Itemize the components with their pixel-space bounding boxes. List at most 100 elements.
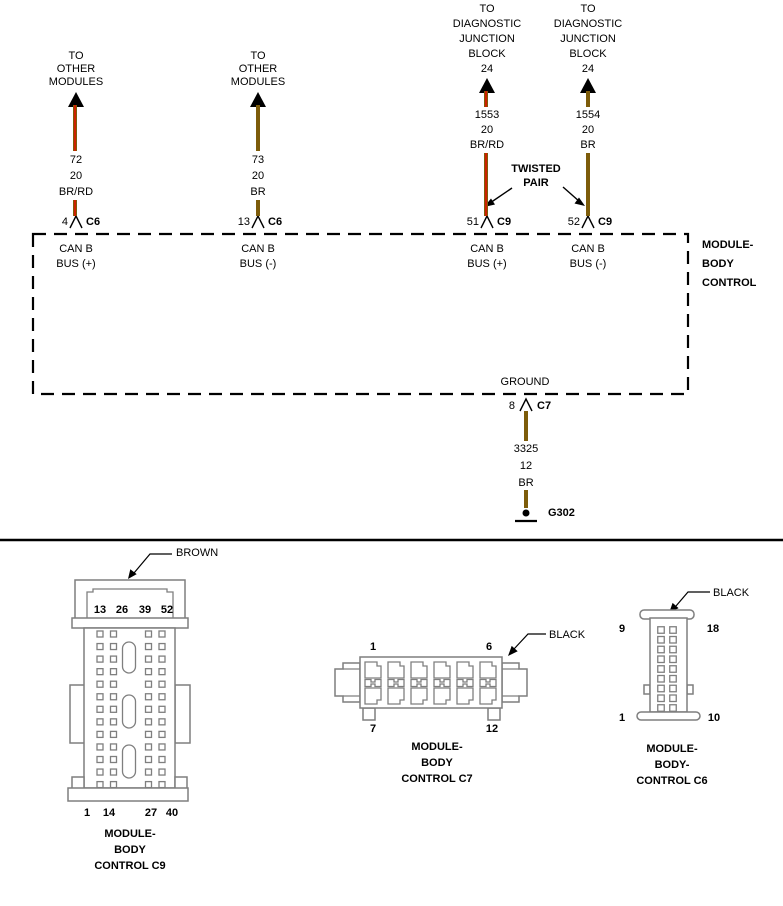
pin-cavity — [96, 655, 104, 663]
pin-cavity — [96, 755, 104, 764]
pin-cavity — [669, 655, 677, 664]
c7-name-label: MODULE- BODY CONTROL C7 — [401, 741, 473, 785]
c9-color-label: BROWN — [176, 547, 219, 559]
connector-c7-drawing: 1 6 7 12 — [334, 633, 546, 735]
terminal-cavity — [364, 661, 382, 679]
wire1-connector-ref: C6 — [86, 216, 101, 228]
wire-color-code: BR — [580, 139, 596, 151]
ground-pin: 8 — [508, 400, 515, 412]
wire2-connector-ref: C6 — [268, 216, 283, 228]
ground-label: GROUND — [500, 376, 550, 388]
pin-cavity — [144, 705, 153, 713]
terminal-cavity — [479, 687, 497, 705]
c9-pin-number: 14 — [103, 807, 116, 819]
pin-cavity — [158, 668, 166, 676]
pin-cavity — [144, 680, 153, 688]
wire2-labels: 73 20 BR — [198, 152, 318, 200]
pin-cavity — [109, 642, 118, 651]
pin-cavity — [657, 694, 665, 703]
c6-pin-number: 18 — [707, 623, 719, 635]
key-slot — [364, 678, 382, 688]
circuit-number: 3325 — [513, 443, 539, 455]
pin-cavity — [657, 655, 665, 664]
wire1-segment — [73, 105, 77, 151]
wire2-segment — [256, 200, 260, 216]
c7-body — [359, 656, 503, 709]
c7-side-tab — [501, 662, 528, 703]
c9-bottom-bar — [67, 787, 189, 802]
circuit-number: 1553 — [474, 109, 500, 121]
pin-cavity — [144, 768, 153, 776]
pin-cavity — [669, 694, 677, 703]
wire-gauge: 20 — [480, 124, 494, 136]
pin-cavity — [144, 668, 153, 676]
c7-pin-number: 1 — [370, 641, 376, 653]
wire4-function: CAN B BUS (-) — [569, 243, 607, 270]
c6-body — [649, 617, 688, 713]
wire2-segment — [256, 105, 260, 151]
terminal-cavity — [433, 687, 451, 705]
wire3-destination: TO DIAGNOSTIC JUNCTION BLOCK 24 — [452, 3, 522, 75]
c9-name-label: MODULE- BODY CONTROL C9 — [94, 828, 166, 872]
pin-cavity — [657, 626, 665, 634]
pin-cavity — [158, 743, 166, 751]
connector-c9-drawing: 13 26 39 52 1 14 27 40 — [67, 553, 191, 819]
c9-foot — [71, 776, 85, 790]
wire1-pin: 4 — [61, 216, 68, 228]
terminal-cavity — [433, 661, 451, 679]
pin-cavity — [669, 635, 677, 644]
c6-name-label: MODULE- BODY- CONTROL C6 — [636, 743, 708, 787]
pin-cavity — [158, 718, 166, 726]
pin-cavity — [657, 645, 665, 654]
wire1-segment — [73, 200, 77, 216]
c9-top-shell — [74, 579, 186, 623]
pin-cavity — [144, 730, 153, 739]
c6-side-tab — [643, 684, 651, 695]
twisted-pair-label: TWISTED PAIR — [511, 163, 561, 189]
wire3-labels: 1553 20 BR/RD — [427, 108, 547, 153]
key-slot — [410, 678, 428, 688]
pin-cavity — [109, 755, 118, 764]
wire1-function: CAN B BUS (+) — [56, 243, 96, 270]
c9-inner-outline — [86, 588, 174, 622]
pin-cavity — [96, 768, 104, 776]
pin-cavity — [669, 645, 677, 654]
wire-color-code: BR/RD — [469, 139, 505, 151]
pin-cavity — [657, 674, 665, 683]
c9-pin-number: 26 — [116, 604, 128, 616]
pin-cavity — [657, 704, 665, 712]
pin-cavity — [96, 642, 104, 651]
pin-cavity — [96, 693, 104, 701]
pin-cavity — [657, 665, 665, 673]
wire-gauge: 20 — [581, 124, 595, 136]
pin-cavity — [669, 674, 677, 683]
pin-cavity — [158, 730, 166, 739]
pin-cavity — [96, 680, 104, 688]
arrow-up-icon — [580, 78, 596, 93]
pin-cavity — [144, 718, 153, 726]
c9-pin-number: 1 — [84, 807, 90, 819]
keyway-slot — [121, 694, 137, 729]
c6-side-tab — [686, 684, 694, 695]
wire4-segment — [586, 91, 590, 107]
pin-cavity — [109, 680, 118, 688]
pin-cavity — [669, 626, 677, 634]
pin-cavity — [109, 743, 118, 751]
wire-color-code: BR — [250, 186, 266, 198]
pin-cavity — [669, 684, 677, 693]
c6-color-label: BLACK — [713, 587, 750, 599]
wire-gauge: 12 — [519, 460, 533, 472]
pin-cavity — [109, 768, 118, 776]
ground-wire-labels: 3325 12 BR — [486, 441, 566, 492]
c9-pin-number: 52 — [161, 604, 173, 616]
pin-cavity — [669, 704, 677, 712]
pin-cavity — [657, 635, 665, 644]
pin-cavity — [144, 743, 153, 751]
keyway-slot — [121, 744, 137, 779]
pin-cavity — [158, 630, 166, 638]
connector-c6-drawing: 9 18 1 10 — [619, 591, 720, 724]
pin-cavity — [158, 680, 166, 688]
c9-pin-number: 40 — [166, 807, 178, 819]
pin-cavity — [144, 655, 153, 663]
